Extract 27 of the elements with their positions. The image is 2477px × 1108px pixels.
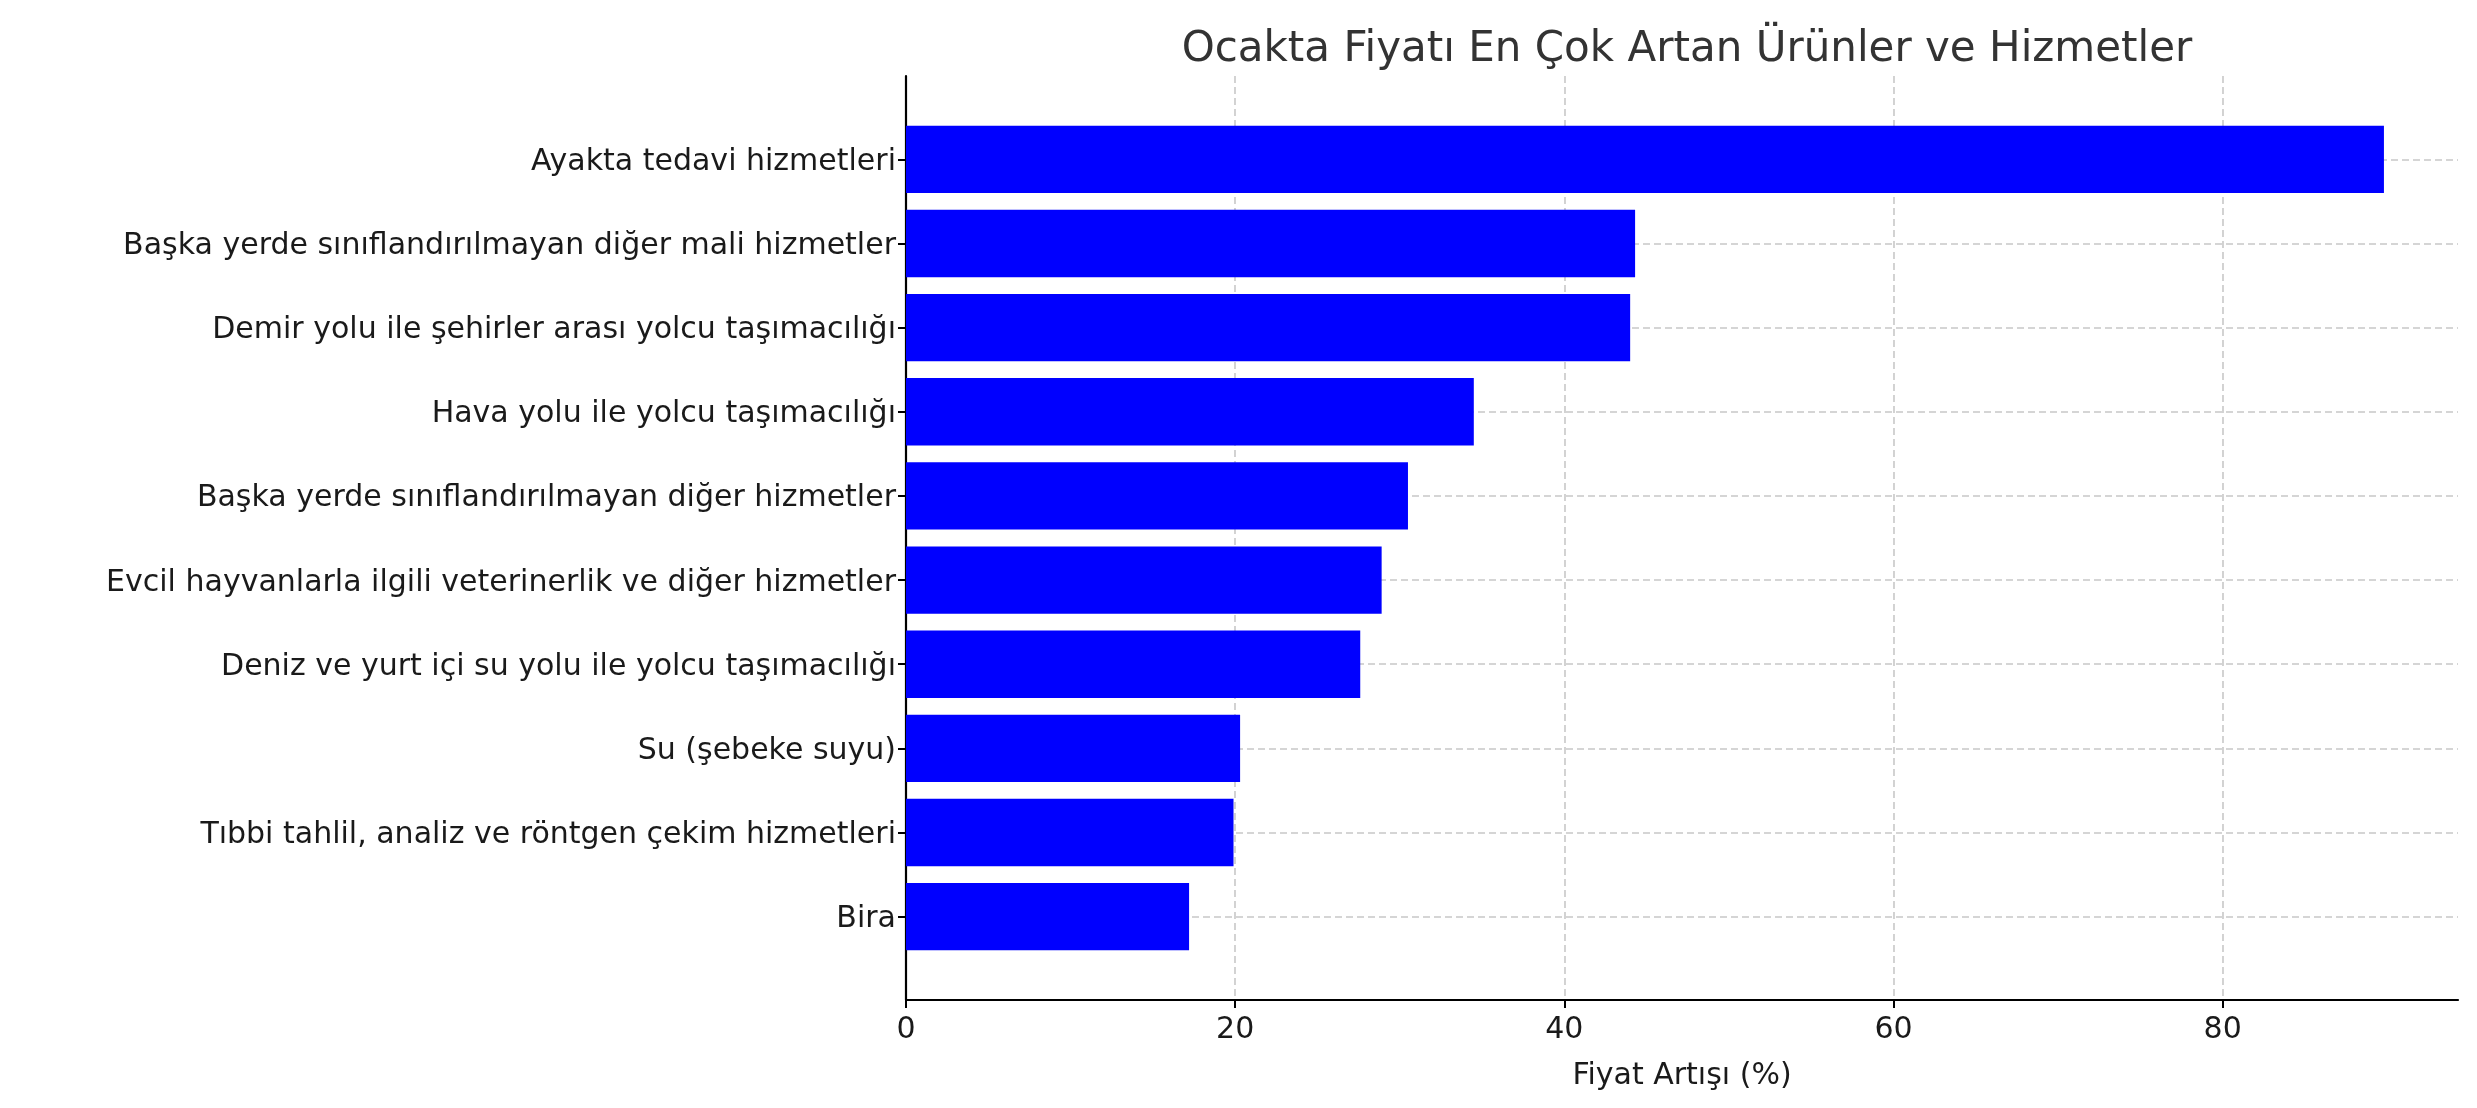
x-tick-label: 60 [1874,1009,1913,1045]
bar [906,125,2384,193]
bar [906,462,1408,530]
y-tick-label: Hava yolu ile yolcu taşımacılığı [431,394,896,430]
bar [906,883,1190,951]
bar [906,798,1234,867]
bar [906,378,1474,446]
y-tick-label: Bira [836,899,896,935]
y-tick-label: Su (şebeke suyu) [637,730,896,766]
y-tick-label: Deniz ve yurt içi su yolu ile yolcu taşımacılığı [221,646,896,682]
y-tick-label: Ayakta tedavi hizmetleri [531,141,896,177]
y-tick-label: Başka yerde sınıflandırılmayan diğer hizmetler [196,478,897,514]
bar [906,546,1382,614]
x-tick-label: 40 [1545,1009,1584,1045]
y-tick-label: Başka yerde sınıflandırılmayan diğer mali hizmetler [123,225,897,261]
x-tick-label: 80 [2203,1009,2242,1045]
x-axis-title: Fiyat Artışı (%) [1572,1055,1792,1091]
bar [906,209,1636,278]
x-tick-label: 20 [1216,1009,1255,1045]
y-tick-label: Tıbbi tahlil, analiz ve röntgen çekim hizmetleri [199,815,896,851]
x-tick-label: 0 [896,1009,916,1045]
bar [906,714,1241,783]
bar [906,293,1631,362]
y-tick-label: Evcil hayvanlarla ilgili veterinerlik ve diğer hizmetler [106,562,897,598]
chart-title: Ocakta Fiyatı En Çok Artan Ürünler ve Hizmetler [1181,20,2194,71]
y-tick-label: Demir yolu ile şehirler arası yolcu taşımacılığı [212,310,896,346]
bar [906,630,1361,698]
